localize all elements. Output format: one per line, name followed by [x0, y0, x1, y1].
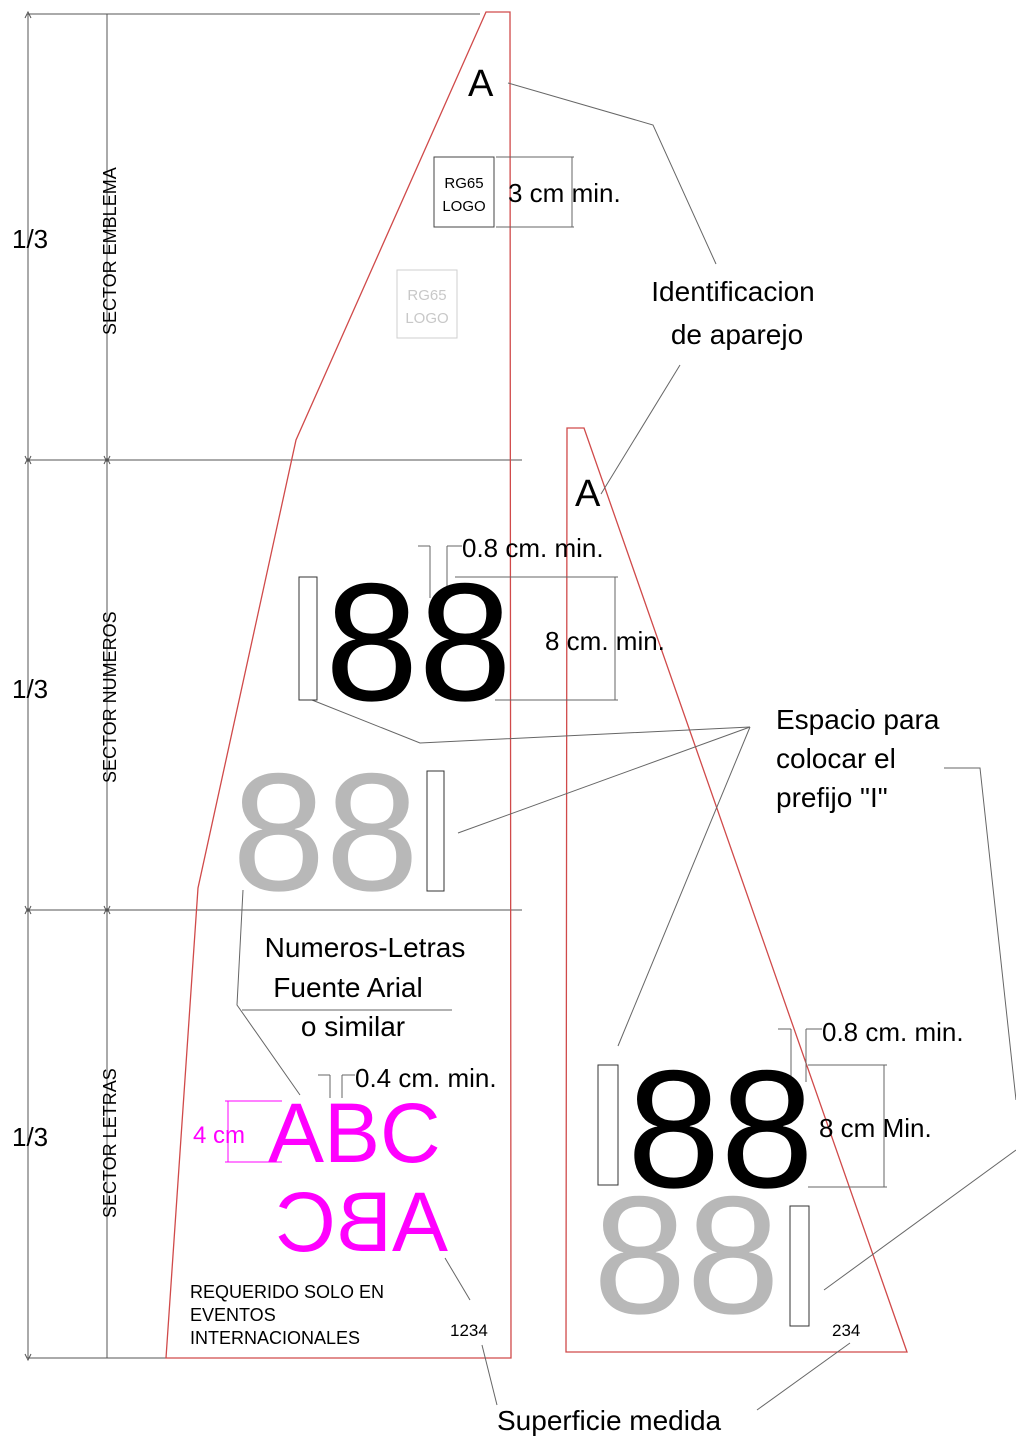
- leader-lines: [236, 82, 1016, 1411]
- logo-dimension-label: 3 cm min.: [508, 178, 621, 208]
- sector-letras-label: SECTOR LETRAS: [100, 1068, 120, 1218]
- letters-gap-dimension: [318, 1074, 355, 1098]
- faded-logo-box: [396, 269, 458, 339]
- fraction-middle: 1/3: [12, 674, 48, 704]
- jib-number-height-dimension: [808, 1064, 887, 1188]
- jib-measured-area: 234: [832, 1321, 860, 1340]
- letters-height-dimension: [225, 1100, 282, 1163]
- logo-dimension: [496, 156, 574, 228]
- letters-height-label: 4 cm: [193, 1122, 245, 1149]
- sector-numeros-label: SECTOR NUMEROS: [100, 611, 120, 783]
- jib-rig-id: A: [575, 473, 601, 515]
- main-faded-number: 88: [232, 738, 419, 926]
- font-note-line3: o similar: [301, 1011, 405, 1042]
- main-number-gap-label: 0.8 cm. min.: [462, 533, 604, 563]
- jib-number-height-label: 8 cm Min.: [819, 1113, 932, 1143]
- font-note-line1: Numeros-Letras: [265, 932, 466, 963]
- jib-outline: [565, 427, 908, 1353]
- main-sail-outline: [165, 11, 512, 1359]
- rg65-logo-line1: RG65: [444, 175, 483, 192]
- jib-faded-prefix-space: [789, 1205, 810, 1327]
- sector-emblema-label: SECTOR EMBLEMA: [100, 167, 120, 335]
- sail-letters-mirrored: ABC: [275, 1175, 448, 1269]
- jib-number-gap-label: 0.8 cm. min.: [822, 1017, 964, 1047]
- faded-logo-line2: LOGO: [405, 310, 448, 327]
- jib-number-gap-dimension: [778, 1028, 822, 1082]
- prefix-space-line3: prefijo "I": [776, 782, 888, 813]
- main-number-height-label: 8 cm. min.: [545, 626, 665, 656]
- letters-gap-label: 0.4 cm. min.: [355, 1063, 497, 1093]
- fraction-top: 1/3: [12, 224, 48, 254]
- rg65-logo-box: [433, 156, 495, 228]
- sail-letters: ABC: [268, 1086, 441, 1180]
- main-faded-prefix-space: [426, 770, 445, 892]
- required-note-line2: EVENTOS: [190, 1305, 276, 1325]
- required-note-line3: INTERNACIONALES: [190, 1328, 360, 1348]
- required-note-line1: REQUERIDO SOLO EN: [190, 1282, 384, 1302]
- main-sail-number: 88: [325, 548, 512, 736]
- measured-surface-label: Superficie medida: [497, 1405, 722, 1436]
- rig-identification-line2: de aparejo: [671, 319, 803, 350]
- main-measured-area: 1234: [450, 1321, 488, 1340]
- prefix-space-line1: Espacio para: [776, 704, 940, 735]
- main-number-gap-dimension: [418, 545, 462, 598]
- main-rig-id: A: [468, 63, 494, 105]
- dimension-lines: [24, 10, 522, 1362]
- faded-logo-line1: RG65: [407, 287, 446, 304]
- rg65-logo-line2: LOGO: [442, 198, 485, 215]
- jib-faded-number: 88: [593, 1161, 780, 1349]
- font-note-line2: Fuente Arial: [273, 972, 422, 1003]
- main-number-height-dimension: [455, 576, 618, 701]
- prefix-space-line2: colocar el: [776, 743, 896, 774]
- main-prefix-space: [298, 576, 318, 701]
- rig-identification-line1: Identificacion: [651, 276, 814, 307]
- jib-prefix-space: [597, 1064, 619, 1186]
- fraction-bottom: 1/3: [12, 1122, 48, 1152]
- jib-sail-number: 88: [627, 1035, 814, 1223]
